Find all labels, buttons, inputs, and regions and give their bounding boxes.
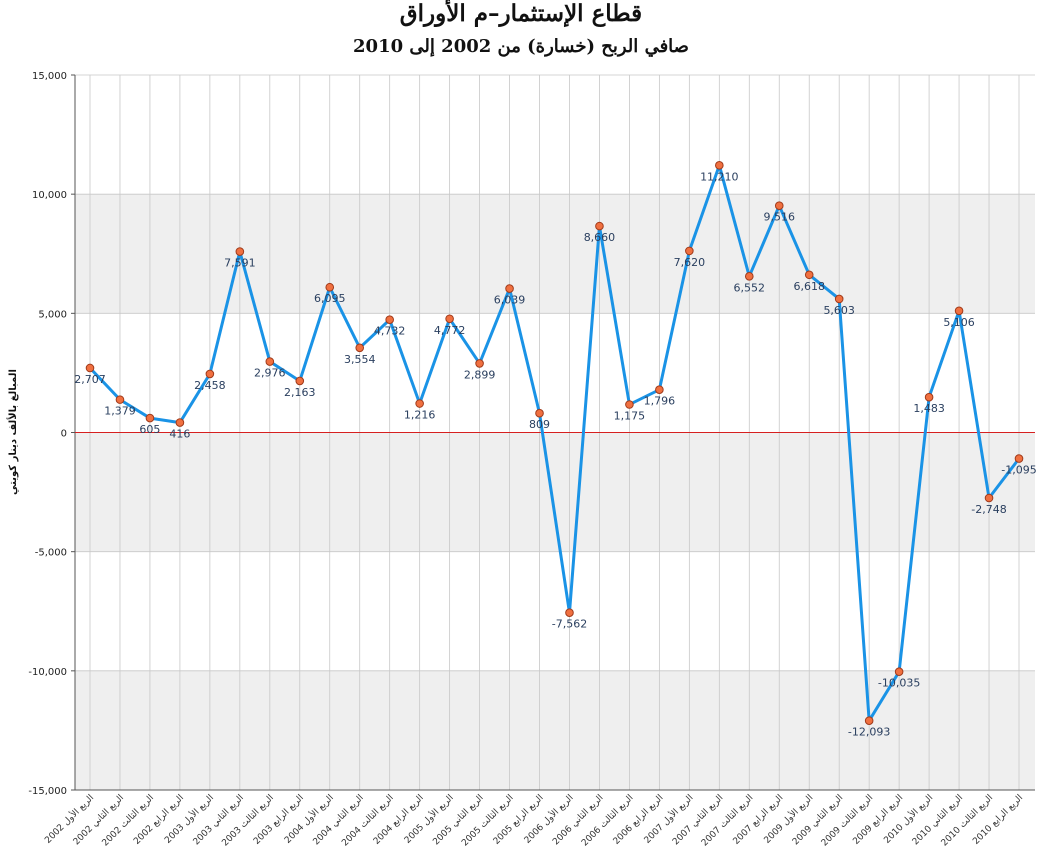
data-point: [834, 294, 844, 304]
data-label: -12,093: [848, 726, 890, 739]
data-point: [954, 306, 964, 316]
data-point: [265, 357, 275, 366]
y-tick-label: 0: [61, 429, 67, 440]
data-point: [385, 315, 394, 325]
background-band: [75, 670, 1035, 790]
y-tick-label: 15,000: [32, 71, 67, 82]
y-axis-ticks: 15,000 10,000 5,000 0 -5,000 -10,000 -15,000: [28, 71, 75, 797]
background-band: [75, 432, 1035, 552]
data-point: [355, 343, 365, 353]
background-band: [75, 194, 1035, 314]
data-label: 416: [169, 428, 190, 441]
data-point: [894, 667, 904, 676]
data-point: [475, 359, 484, 368]
data-label: 4,772: [434, 324, 466, 337]
data-label: 5,106: [943, 316, 975, 329]
data-point: [1014, 454, 1024, 463]
data-point: [445, 314, 454, 324]
x-tick-label: الربع الثالث 2005: [460, 793, 515, 848]
chart-title: قطاع الإستثمار–م الأوراق: [399, 0, 643, 27]
data-point: [565, 608, 574, 618]
data-label: 809: [529, 418, 550, 431]
x-tick-label: الربع الثالث 2007: [700, 793, 755, 848]
data-label: 3,554: [344, 353, 376, 366]
data-label: 6,039: [494, 294, 526, 307]
series-line: [88, 163, 1021, 723]
series-line-path: [88, 163, 1021, 723]
data-label: 605: [139, 423, 160, 436]
x-tick-label: الربع الثالث 2009: [820, 793, 875, 848]
x-tick-label: الربع الثالث 2004: [340, 793, 395, 848]
data-point: [85, 363, 95, 373]
data-label: 7,591: [224, 257, 256, 270]
data-point: [115, 395, 125, 404]
data-point: [505, 284, 514, 293]
data-label: 2,976: [254, 367, 286, 380]
data-label: 2,707: [74, 373, 106, 386]
data-point: [715, 161, 724, 170]
y-axis-label: المبالغ بالألف دينار كويتي: [6, 369, 19, 495]
data-label: -1,095: [1001, 464, 1036, 477]
data-point: [655, 385, 664, 394]
x-tick-label: الربع الثالث 2003: [220, 793, 275, 848]
data-label: 9,516: [764, 211, 796, 224]
data-point: [295, 376, 305, 386]
data-label: 6,095: [314, 292, 346, 305]
data-label: 1,175: [614, 409, 646, 422]
y-tick-label: -5,000: [35, 548, 67, 559]
data-label: 2,899: [464, 368, 496, 381]
background-bands: [75, 194, 1035, 790]
data-point: [325, 282, 335, 292]
data-point: [145, 413, 155, 423]
y-tick-label: 5,000: [38, 309, 67, 320]
x-tick-label: الربع الثالث 2002: [101, 793, 156, 848]
data-point: [205, 369, 215, 379]
data-point: [175, 418, 185, 427]
data-point: [685, 246, 694, 256]
data-point: [625, 400, 634, 409]
data-label: -10,035: [878, 677, 920, 690]
data-label: 1,216: [404, 409, 436, 422]
data-label: 5,603: [823, 304, 855, 317]
data-label: 11,210: [700, 170, 739, 183]
data-label: 4,732: [374, 325, 406, 338]
data-point: [774, 201, 784, 211]
data-point: [984, 493, 994, 503]
data-point: [744, 272, 754, 281]
data-label: 6,618: [793, 280, 825, 293]
data-label: 1,483: [913, 402, 945, 415]
data-label: 1,379: [104, 405, 136, 418]
y-tick-label: -10,000: [28, 667, 67, 678]
x-tick-label: الربع الثالث 2006: [580, 793, 635, 848]
data-point: [804, 270, 814, 280]
data-label: 7,620: [674, 256, 706, 269]
data-label: 6,552: [734, 281, 766, 294]
data-point: [235, 247, 245, 256]
y-tick-label: -15,000: [28, 786, 67, 797]
data-point: [595, 221, 604, 231]
x-tick-label: الربع الثالث 2010: [940, 793, 995, 848]
data-point: [535, 408, 544, 418]
data-points: [85, 161, 1024, 726]
y-tick-label: 10,000: [32, 190, 67, 201]
chart-subtitle: صافي الربح (خسارة) من 2002 إلى 2010: [353, 36, 689, 57]
data-label: 2,458: [194, 379, 226, 392]
data-label: -2,748: [971, 503, 1006, 516]
data-label: 8,660: [584, 231, 616, 244]
data-label: 1,796: [644, 395, 676, 408]
data-point: [924, 392, 934, 402]
data-label: 2,163: [284, 386, 316, 399]
data-point: [864, 716, 874, 726]
data-label: -7,562: [552, 618, 587, 631]
data-point: [415, 399, 424, 408]
